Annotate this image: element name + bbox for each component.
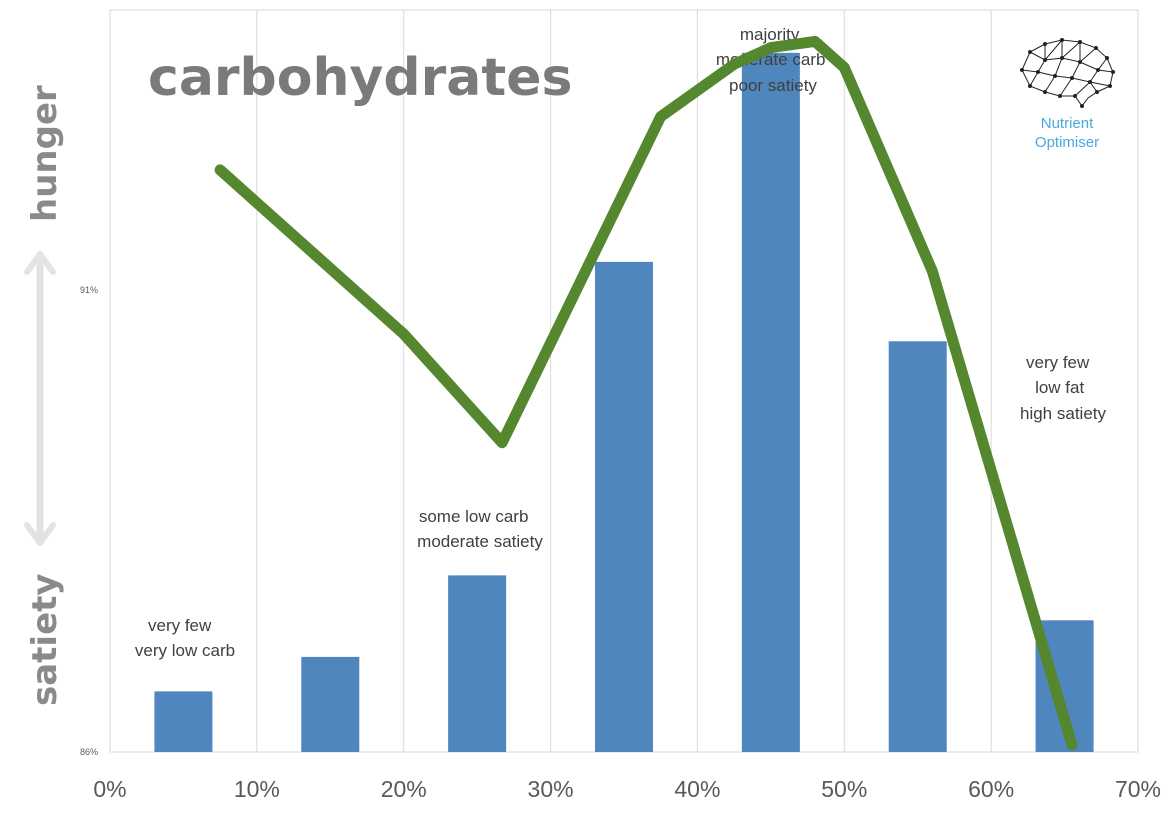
annotation-line: majority: [740, 25, 800, 44]
bar-series: [154, 52, 1094, 752]
line-series: [214, 35, 1078, 751]
annotation-line: very few: [148, 616, 212, 635]
annotation-line: poor satiety: [729, 76, 817, 95]
trend-line: [214, 35, 1078, 751]
axis-ticks: 0% 10% 20% 30% 40% 50% 60% 70% 86% 91%: [80, 285, 1161, 802]
annotation-line: high satiety: [1020, 404, 1106, 423]
arrow-up-icon: [24, 251, 56, 275]
annotation-very-low-carb: very few very low carb: [135, 616, 235, 660]
gridlines: [256, 10, 992, 752]
x-tick-label: 40%: [674, 776, 720, 802]
x-tick-label: 10%: [234, 776, 280, 802]
bar: [888, 341, 947, 752]
annotation-line: moderate satiety: [417, 532, 543, 551]
annotation-line: very few: [1026, 353, 1090, 372]
y-axis-label-hunger: hunger: [25, 85, 65, 222]
y-axis-label-satiety: satiety: [25, 573, 65, 706]
x-tick-label: 60%: [968, 776, 1014, 802]
y-tick-label: 86%: [80, 747, 98, 757]
x-tick-label: 50%: [821, 776, 867, 802]
chart-title: carbohydrates: [148, 48, 572, 108]
bar: [448, 575, 507, 752]
logo-line-1: Nutrient: [1041, 115, 1094, 132]
x-tick-label: 70%: [1115, 776, 1161, 802]
annotation-low-carb: some low carb moderate satiety: [417, 507, 543, 551]
annotation-line: some low carb: [419, 507, 529, 526]
x-tick-label: 30%: [528, 776, 574, 802]
bar: [741, 52, 800, 752]
arrow-down-icon: [24, 522, 56, 546]
annotation-line: very low carb: [135, 641, 235, 660]
annotation-line: low fat: [1035, 378, 1084, 397]
logo-line-2: Optimiser: [1035, 134, 1099, 151]
nutrient-optimiser-logo: Nutrient Optimiser: [1020, 38, 1115, 151]
y-tick-label: 91%: [80, 285, 98, 295]
bar: [301, 656, 360, 752]
x-tick-label: 0%: [93, 776, 126, 802]
brain-network-icon: [1020, 38, 1115, 108]
x-tick-label: 20%: [381, 776, 427, 802]
bar: [154, 691, 213, 752]
annotation-low-fat: very few low fat high satiety: [1020, 353, 1106, 423]
bar: [595, 261, 653, 752]
